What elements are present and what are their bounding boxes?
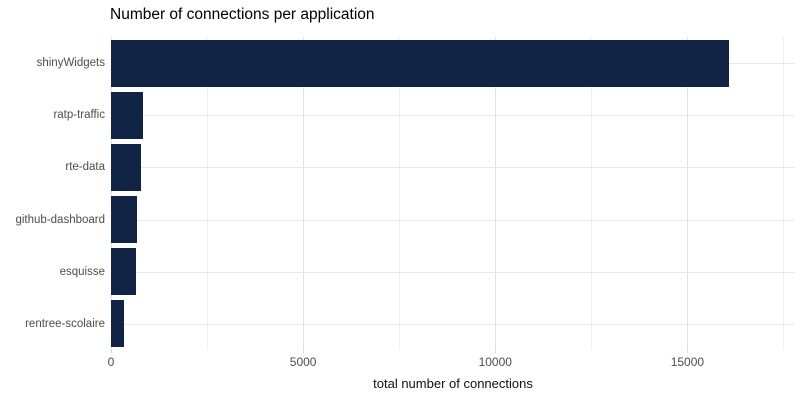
x-axis-tick-label-5000: 5000 [289, 355, 317, 369]
gridline-major-5000 [303, 37, 305, 350]
gridline-minor-2500 [207, 37, 209, 350]
y-axis-label-ratp-traffic: ratp-traffic [53, 109, 105, 122]
x-tick-mark-15000 [687, 350, 689, 353]
gridline-minor-12500 [591, 37, 593, 350]
gridline-major-0 [111, 37, 112, 350]
gridline-minor-17500 [783, 37, 785, 350]
bar-rentree-scolaire [111, 300, 124, 348]
plot-panel [111, 37, 795, 350]
gridline-row-github-dashboard [111, 219, 795, 221]
bar-esquisse [111, 248, 136, 296]
x-tick-mark-0 [111, 350, 112, 353]
x-axis-tick-label-15000: 15000 [670, 355, 705, 369]
gridline-row-ratp-traffic [111, 115, 795, 117]
gridline-minor-7500 [399, 37, 401, 350]
bar-rte-data [111, 143, 141, 191]
gridline-major-10000 [495, 37, 497, 350]
y-axis-label-rentree-scolaire: rentree-scolaire [25, 317, 105, 330]
x-axis-tick-label-10000: 10000 [478, 355, 512, 369]
x-tick-mark-10000 [495, 350, 497, 353]
x-axis-tick-label-0: 0 [107, 355, 115, 369]
x-tick-mark-5000 [303, 350, 305, 353]
y-axis-label-github-dashboard: github-dashboard [15, 213, 105, 226]
bar-github-dashboard [111, 196, 137, 244]
chart-title: Number of connections per application [110, 6, 375, 23]
gridline-row-esquisse [111, 271, 795, 273]
y-axis-label-esquisse: esquisse [59, 265, 105, 278]
y-axis-label-shinyWidgets: shinyWidgets [36, 57, 105, 69]
bar-shinyWidgets [111, 39, 730, 87]
y-axis-label-rte-data: rte-data [65, 161, 105, 174]
gridline-row-rentree-scolaire [111, 323, 795, 325]
gridline-major-15000 [687, 37, 689, 350]
gridline-row-rte-data [111, 167, 795, 169]
bar-ratp-traffic [111, 91, 143, 139]
x-axis-title: total number of connections [373, 376, 533, 391]
y-axis-labels: shinyWidgets ratp-traffic rte-data github-d… [0, 37, 105, 350]
